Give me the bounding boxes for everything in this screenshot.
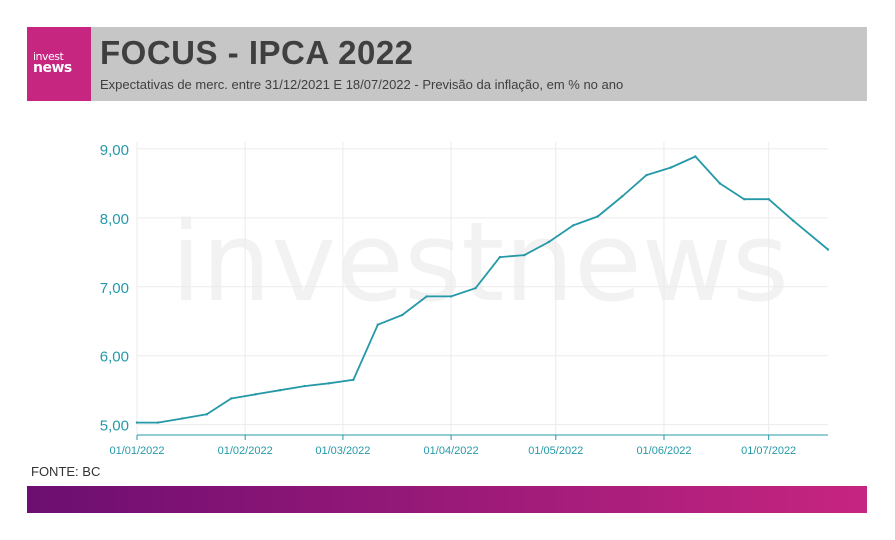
data-point [694,155,697,158]
data-point [181,417,184,420]
chart-title: FOCUS - IPCA 2022 [100,34,414,71]
axes [136,434,828,440]
data-point [620,195,624,198]
data-point [449,295,453,298]
y-tick-label: 5,00 [100,418,129,435]
data-point [718,182,722,185]
data-point [376,323,380,326]
x-tick-label: 01/06/2022 [636,445,691,457]
data-point [401,313,404,317]
data-point [205,413,208,416]
data-point [135,421,139,424]
x-tick-label: 01/05/2022 [528,445,583,457]
data-point [767,198,770,201]
data-point [523,253,526,257]
x-tick-labels: 01/01/2022 01/02/2022 01/03/2022 01/04/2022… [109,445,796,457]
data-point [474,286,477,290]
data-point [645,173,648,177]
y-tick-labels: 5,00 6,00 7,00 8,00 9,00 [100,142,129,435]
data-point [254,393,257,396]
watermark-text: investnews [171,198,789,326]
x-tick-label: 01/02/2022 [218,445,273,457]
data-point [826,248,830,251]
data-point [156,421,160,424]
y-tick-label: 8,00 [100,211,129,228]
footer-gradient-bar [27,486,867,513]
x-tick-label: 01/01/2022 [109,445,164,457]
x-tick-label: 01/04/2022 [424,445,479,457]
chart-header: invest news FOCUS - IPCA 2022 Expectativ… [27,27,867,101]
data-point [572,224,575,227]
grid-lines [136,142,828,435]
data-point [498,255,502,259]
data-point [230,397,233,400]
x-tick-label: 01/07/2022 [741,445,796,457]
x-tick-label: 01/03/2022 [315,445,370,457]
logo-text-top: invest [33,50,64,63]
investnews-logo: invest news [27,27,91,101]
data-point [669,166,673,169]
data-point [743,198,746,201]
data-point [425,295,428,298]
logo-text-bottom: news [33,60,72,76]
data-point [278,388,282,392]
data-point [327,382,331,385]
data-point [303,384,306,388]
y-tick-label: 7,00 [100,280,129,297]
chart-subtitle: Expectativas de merc. entre 31/12/2021 E… [100,77,624,92]
series-group [135,155,830,424]
source-note: FONTE: BC [31,464,101,479]
data-point [547,240,551,244]
y-tick-label: 9,00 [100,142,129,159]
data-point [352,378,355,382]
data-point [791,219,795,222]
data-point [596,215,599,218]
y-tick-label: 6,00 [100,349,129,366]
